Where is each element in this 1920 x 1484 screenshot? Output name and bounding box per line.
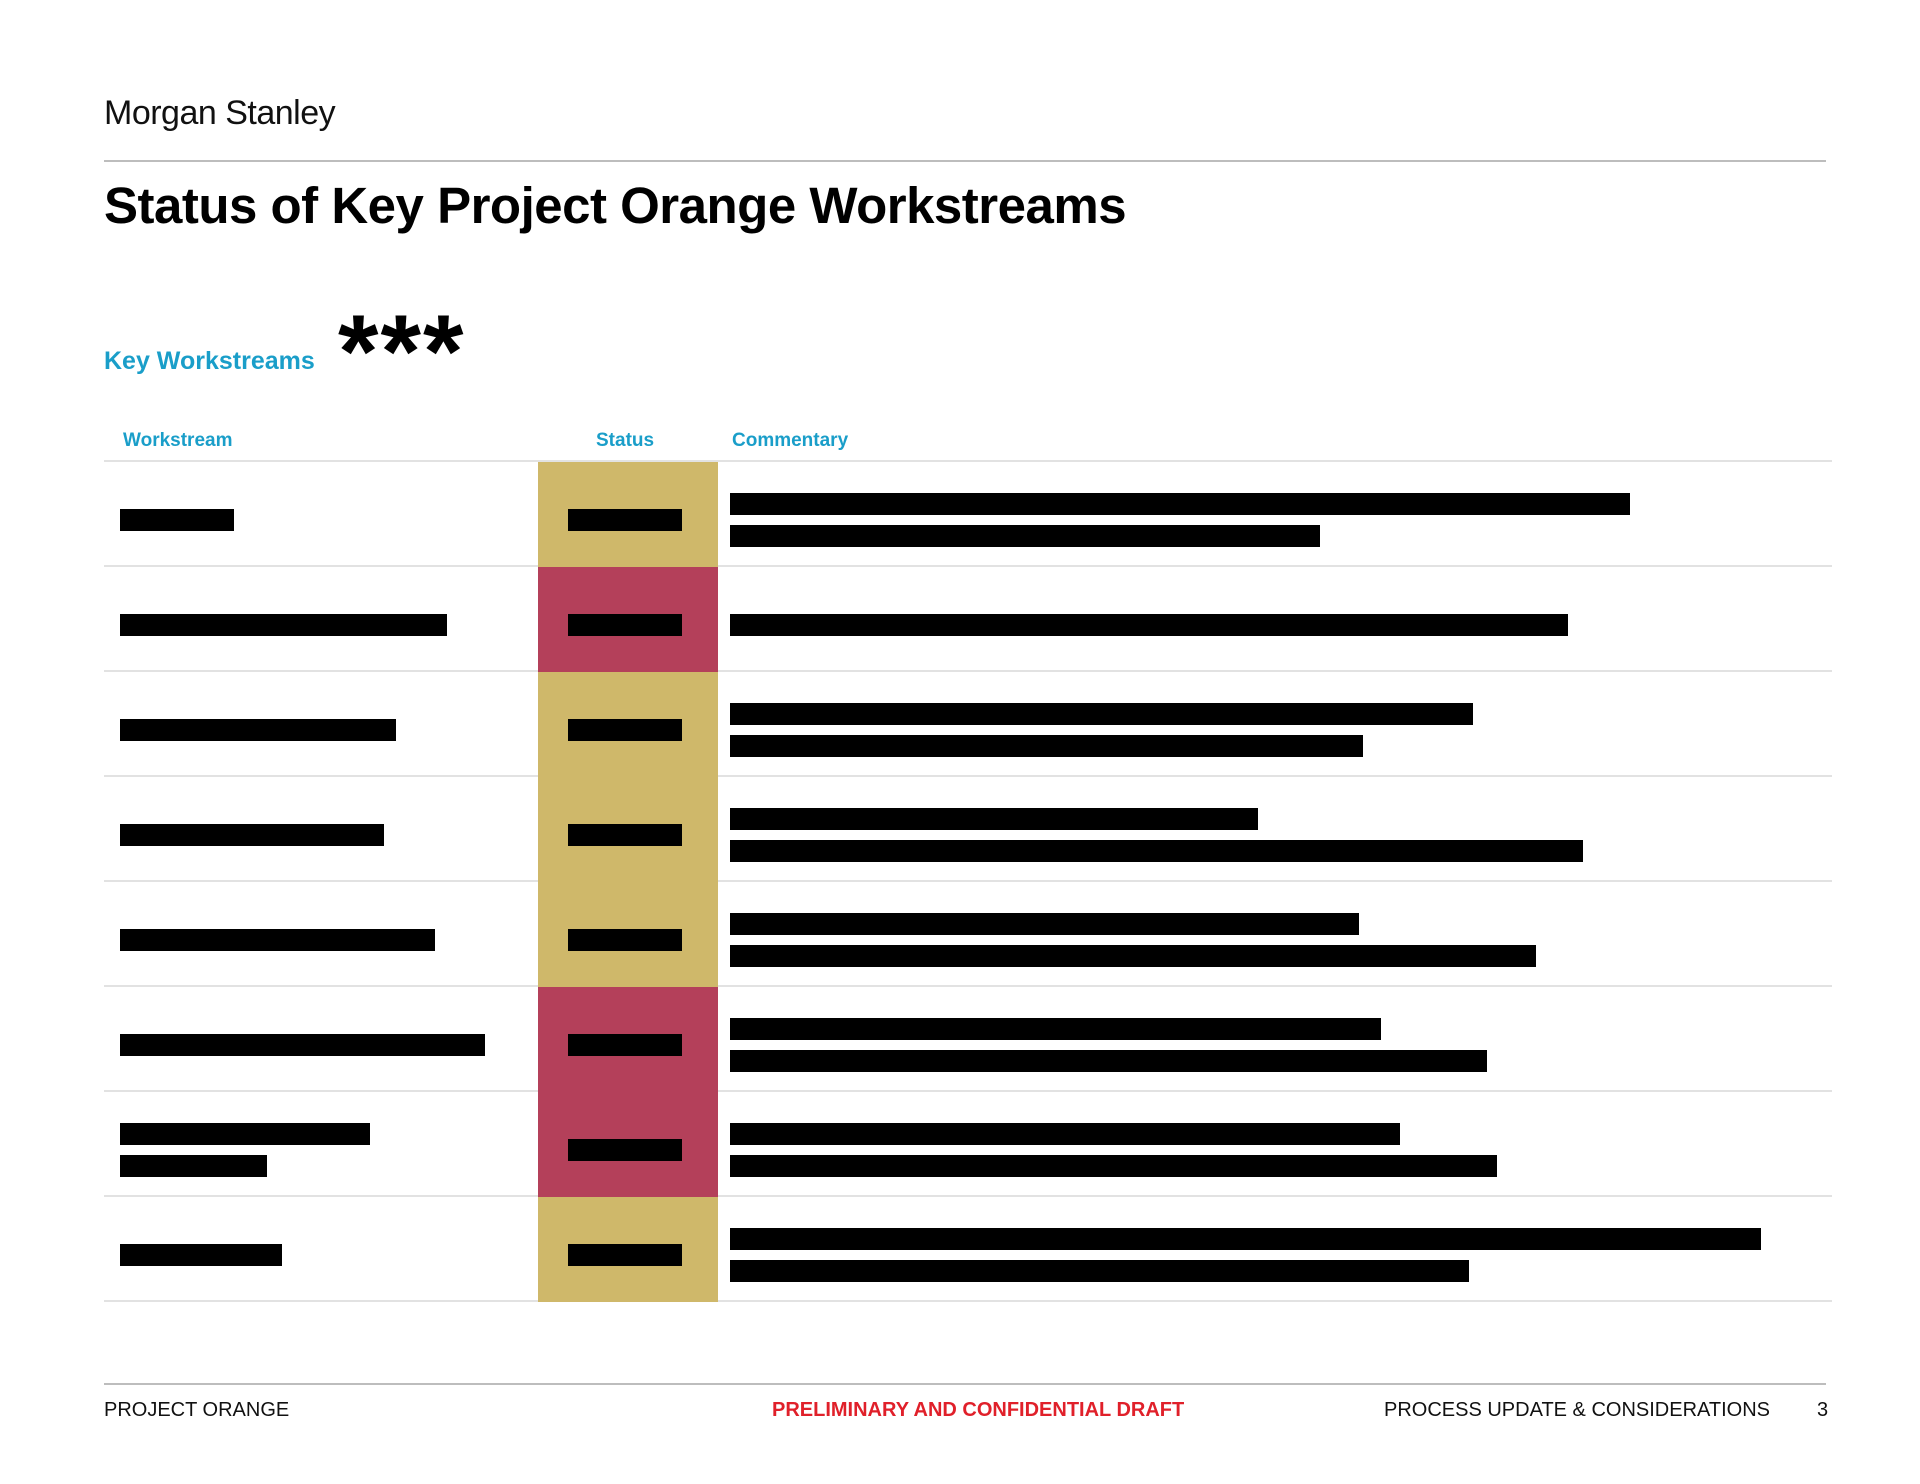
redacted-commentary-text xyxy=(730,493,1630,515)
status-indicator-amber xyxy=(538,882,718,987)
redacted-status-text xyxy=(568,719,682,741)
redacted-workstream-text xyxy=(120,614,447,636)
footer-confidentiality: PRELIMINARY AND CONFIDENTIAL DRAFT xyxy=(772,1399,1185,1421)
status-indicator-amber xyxy=(538,462,718,567)
morgan-stanley-logo: Morgan Stanley xyxy=(104,94,336,132)
table-row xyxy=(104,672,1832,777)
column-header-status: Status xyxy=(596,430,655,451)
page-number: 3 xyxy=(1817,1399,1829,1421)
column-header-commentary: Commentary xyxy=(732,430,849,451)
page-title: Status of Key Project Orange Workstreams xyxy=(104,177,1127,234)
redacted-commentary-text xyxy=(730,808,1258,830)
redacted-status-text xyxy=(568,614,682,636)
status-indicator-red xyxy=(538,987,718,1092)
redacted-status-text xyxy=(568,1139,682,1161)
redacted-commentary-text xyxy=(730,945,1536,967)
redacted-workstream-text xyxy=(120,1034,485,1056)
redacted-status-text xyxy=(568,1034,682,1056)
redacted-workstream-text xyxy=(120,824,384,846)
footer-divider xyxy=(104,1383,1826,1385)
redacted-commentary-text xyxy=(730,703,1473,725)
redacted-commentary-text xyxy=(730,1228,1761,1250)
redacted-workstream-text xyxy=(120,1244,282,1266)
status-indicator-red xyxy=(538,1092,718,1197)
table-header-divider xyxy=(104,460,1832,462)
redacted-commentary-text xyxy=(730,1018,1381,1040)
header-divider xyxy=(104,160,1826,162)
redacted-commentary-text xyxy=(730,1123,1400,1145)
redacted-commentary-text xyxy=(730,614,1568,636)
workstream-table xyxy=(104,462,1832,1302)
status-indicator-amber xyxy=(538,777,718,882)
section-label: Key Workstreams xyxy=(104,347,315,375)
redacted-commentary-text xyxy=(730,525,1320,547)
status-indicator-amber xyxy=(538,1197,718,1302)
table-row xyxy=(104,987,1832,1092)
redacted-status-text xyxy=(568,824,682,846)
status-indicator-red xyxy=(538,567,718,672)
table-row xyxy=(104,777,1832,882)
footer-section: PROCESS UPDATE & CONSIDERATIONS xyxy=(1384,1399,1770,1421)
redacted-status-text xyxy=(568,509,682,531)
table-row xyxy=(104,1197,1832,1302)
redacted-status-text xyxy=(568,929,682,951)
redacted-commentary-text xyxy=(730,735,1363,757)
redacted-commentary-text xyxy=(730,840,1583,862)
table-row xyxy=(104,462,1832,567)
redacted-workstream-text xyxy=(120,719,396,741)
redacted-commentary-text xyxy=(730,1050,1487,1072)
status-indicator-amber xyxy=(538,672,718,777)
table-row xyxy=(104,1092,1832,1197)
redacted-commentary-text xyxy=(730,1260,1469,1282)
footer-project: PROJECT ORANGE xyxy=(104,1399,290,1421)
table-row xyxy=(104,567,1832,672)
redacted-status-text xyxy=(568,1244,682,1266)
redaction-asterisks: *** xyxy=(338,294,466,410)
column-header-workstream: Workstream xyxy=(123,430,233,451)
redacted-workstream-text xyxy=(120,509,234,531)
redacted-workstream-text xyxy=(120,929,435,951)
redacted-commentary-text xyxy=(730,913,1359,935)
redacted-workstream-text xyxy=(120,1123,370,1145)
table-row xyxy=(104,882,1832,987)
redacted-workstream-text xyxy=(120,1155,267,1177)
redacted-commentary-text xyxy=(730,1155,1497,1177)
